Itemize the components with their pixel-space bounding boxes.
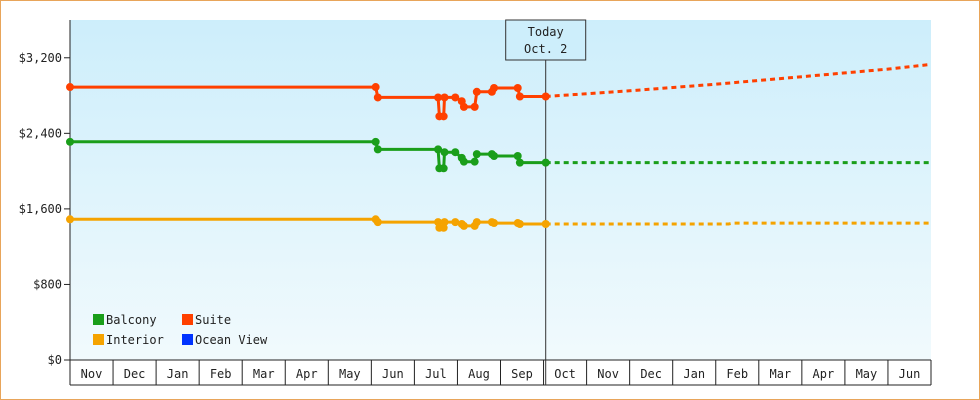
month-label: Mar (769, 367, 791, 381)
month-label: Jan (167, 367, 189, 381)
y-tick-label: $2,400 (19, 126, 62, 140)
data-point (515, 220, 524, 228)
data-point (490, 219, 499, 228)
data-point (490, 84, 499, 92)
data-point (541, 92, 550, 101)
data-point (472, 150, 481, 159)
data-point (451, 148, 460, 157)
legend-label: Interior (106, 333, 164, 347)
legend-swatch (182, 314, 193, 325)
today-date: Oct. 2 (524, 42, 567, 56)
month-label: Dec (124, 367, 146, 381)
data-point (440, 148, 449, 157)
data-point (439, 112, 448, 121)
y-tick-label: $0 (48, 353, 62, 367)
month-label: Apr (813, 367, 835, 381)
month-label: Dec (640, 367, 662, 381)
y-axis-ticks: $0 $800 $1,600 $2,400 $3,200 (19, 51, 70, 367)
legend-swatch (93, 314, 104, 325)
today-box (505, 19, 587, 61)
month-label: Nov (81, 367, 103, 381)
month-label: Feb (210, 367, 232, 381)
month-label: Jul (425, 367, 447, 381)
series-lines (66, 62, 932, 232)
legend-swatch (93, 334, 104, 345)
month-label: May (856, 367, 878, 381)
data-point (440, 218, 449, 227)
data-point (451, 93, 460, 102)
month-label: Apr (296, 367, 318, 381)
data-point (472, 218, 481, 227)
data-point (371, 137, 380, 146)
month-label: Jun (382, 367, 404, 381)
series-balcony (66, 137, 931, 173)
legend-item: Suite (182, 313, 231, 327)
legend: Balcony Suite Interior Ocean View (93, 313, 268, 347)
legend-label: Balcony (106, 313, 157, 327)
plot-area (70, 20, 931, 360)
series-suite (66, 62, 932, 121)
data-point (490, 152, 499, 160)
data-point (66, 137, 74, 146)
data-point (373, 218, 382, 227)
legend-label: Suite (195, 313, 231, 327)
legend-label: Ocean View (195, 333, 268, 347)
data-point (451, 218, 460, 227)
data-point (373, 93, 382, 102)
data-point (472, 87, 481, 96)
legend-item: Interior (93, 333, 164, 347)
month-label: Feb (726, 367, 748, 381)
data-point (434, 93, 443, 102)
data-point (541, 220, 550, 228)
month-label: May (339, 367, 361, 381)
data-point (373, 145, 382, 154)
y-tick-label: $1,600 (19, 202, 62, 216)
month-label: Jun (899, 367, 921, 381)
data-point (440, 93, 449, 102)
data-point (470, 102, 479, 111)
y-tick-label: $3,200 (19, 51, 62, 65)
month-label: Jan (683, 367, 705, 381)
y-tick-label: $800 (33, 277, 62, 291)
month-label: Aug (468, 367, 490, 381)
forecast-line (545, 221, 931, 226)
today-marker: Today Oct. 2 (505, 19, 587, 385)
data-point (470, 157, 479, 166)
data-point (66, 83, 74, 92)
month-label: Nov (597, 367, 619, 381)
x-axis-months: Nov Dec Jan Feb Mar Apr May Jun Jul Aug Sep Oct Nov D… (69, 360, 932, 385)
data-point (513, 84, 522, 92)
legend-swatch (182, 334, 193, 345)
month-label: Mar (253, 367, 275, 381)
data-point (459, 221, 468, 230)
today-label: Today (528, 25, 564, 39)
month-label: Oct (554, 367, 576, 381)
series-interior (66, 215, 931, 232)
data-point (459, 102, 468, 111)
data-point (439, 164, 448, 173)
month-label: Sep (511, 367, 533, 381)
legend-item: Ocean View (182, 333, 268, 347)
data-point (371, 83, 380, 92)
data-point (515, 92, 524, 101)
data-point (541, 158, 550, 167)
legend-item: Balcony (93, 313, 157, 327)
data-point (515, 158, 524, 167)
data-point (459, 157, 468, 166)
data-point (513, 152, 522, 160)
data-point (66, 215, 74, 224)
data-point (434, 145, 443, 154)
